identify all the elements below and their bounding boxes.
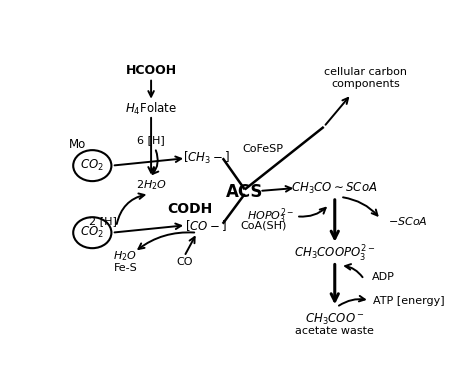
- Text: $H_2O$: $H_2O$: [113, 250, 137, 264]
- Text: CoA(SH): CoA(SH): [240, 220, 286, 230]
- Text: ACS: ACS: [226, 183, 264, 202]
- Text: $CO_2$: $CO_2$: [81, 225, 104, 240]
- Text: CODH: CODH: [167, 202, 212, 216]
- Text: $[CO-]$: $[CO-]$: [185, 218, 227, 233]
- Text: ADP: ADP: [372, 272, 394, 283]
- Text: 2 [H]: 2 [H]: [90, 216, 117, 226]
- Text: $CH_3CO{\sim}SCoA$: $CH_3CO{\sim}SCoA$: [292, 180, 378, 195]
- Text: cellular carbon
components: cellular carbon components: [325, 67, 408, 89]
- Text: $[CH_3-]$: $[CH_3-]$: [182, 150, 230, 166]
- Text: CoFeSP: CoFeSP: [243, 144, 283, 154]
- Text: $CO_2$: $CO_2$: [81, 158, 104, 173]
- Text: Mo: Mo: [69, 138, 86, 151]
- Text: $H_4$Folate: $H_4$Folate: [125, 101, 177, 117]
- Text: $2H_2O$: $2H_2O$: [136, 178, 166, 192]
- Text: CO: CO: [176, 257, 192, 267]
- Text: $CH_3COOPO_3^{2-}$: $CH_3COOPO_3^{2-}$: [294, 243, 375, 264]
- Text: acetate waste: acetate waste: [295, 326, 374, 336]
- Text: $-SCoA$: $-SCoA$: [388, 215, 428, 227]
- Text: ATP [energy]: ATP [energy]: [374, 296, 445, 306]
- Text: $CH_3COO^-$: $CH_3COO^-$: [305, 312, 365, 327]
- Text: Fe-S: Fe-S: [113, 264, 137, 274]
- Text: $HOPO_3^{2-}$: $HOPO_3^{2-}$: [247, 207, 294, 226]
- Text: HCOOH: HCOOH: [126, 64, 177, 77]
- Text: 6 [H]: 6 [H]: [137, 135, 165, 145]
